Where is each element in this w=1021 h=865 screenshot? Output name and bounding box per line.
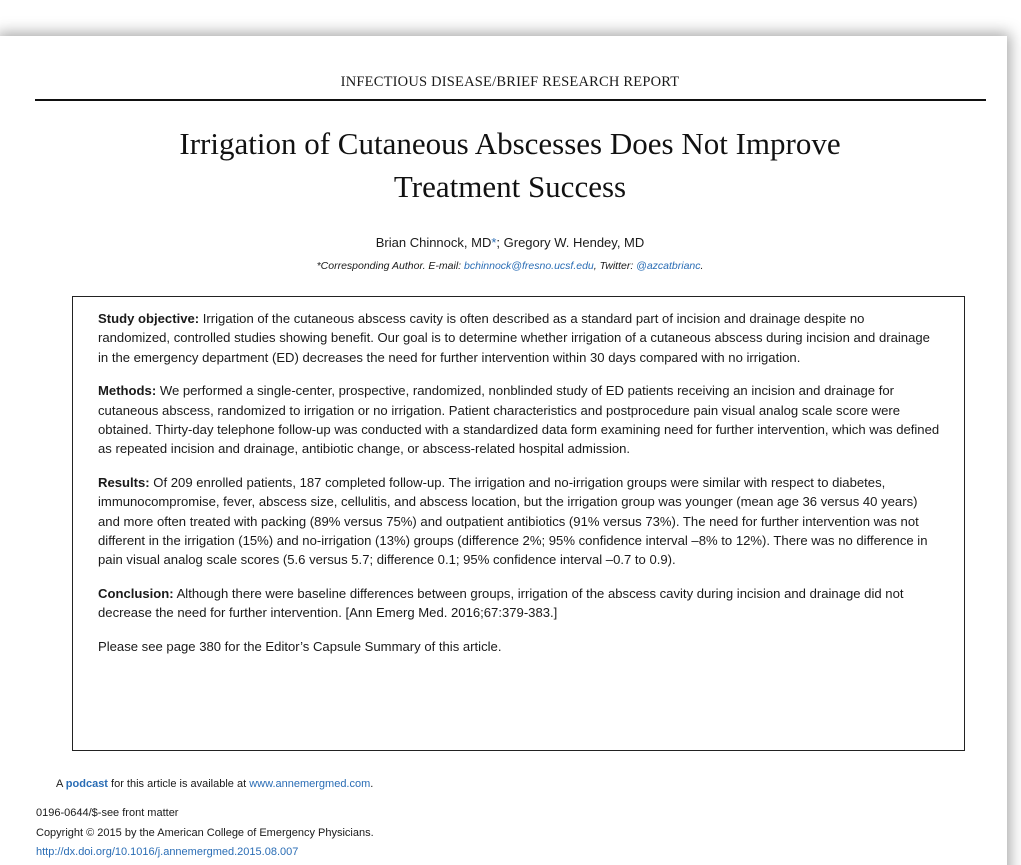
- section-text: We performed a single-center, prospectiv…: [98, 383, 940, 457]
- section-label: Study objective:: [98, 311, 200, 326]
- abstract-box: Study objective: Irrigation of the cutan…: [72, 296, 965, 751]
- text: for this article is available at: [107, 778, 250, 790]
- text: , Twitter:: [593, 260, 637, 272]
- abstract-section: Conclusion: Although there were baseline…: [98, 584, 940, 623]
- section-label: Results:: [98, 474, 150, 490]
- front-matter: 0196-0644/$-see front matter Copyright ©…: [36, 804, 374, 863]
- author: ; Gregory W. Hendey, MD: [496, 235, 645, 250]
- header-rule: [35, 99, 986, 101]
- section-text: Irrigation of the cutaneous abscess cavi…: [98, 311, 930, 365]
- text: .: [370, 778, 374, 790]
- author: Brian Chinnock, MD: [375, 235, 492, 250]
- section-label: Conclusion:: [98, 585, 174, 601]
- title-line: Treatment Success: [393, 169, 627, 204]
- author-marker: *: [491, 235, 497, 250]
- corresponding-author: *Corresponding Author. E-mail: bchinnock…: [60, 260, 960, 272]
- url-link[interactable]: www.annemergmed.com: [249, 778, 371, 790]
- front-matter-line: 0196-0644/$-see front matter: [36, 807, 179, 819]
- podcast-note: A podcast for this article is available …: [56, 778, 373, 790]
- text: .: [700, 260, 704, 272]
- abstract-note: Please see page 380 for the Editor’s Cap…: [98, 638, 502, 654]
- copyright: Copyright © 2015 by the American College…: [36, 826, 374, 839]
- text: *Corresponding Author. E-mail:: [316, 260, 465, 272]
- article-title: Irrigation of Cutaneous Abscesses Does N…: [60, 122, 960, 208]
- email-link[interactable]: bchinnock@fresno.ucsf.edu: [464, 260, 594, 272]
- section-text: Although there were baseline differences…: [98, 585, 904, 621]
- authors: Brian Chinnock, MD*; Gregory W. Hendey, …: [60, 235, 960, 250]
- section-header: INFECTIOUS DISEASE/BRIEF RESEARCH REPORT: [340, 74, 680, 90]
- doi-link[interactable]: http://dx.doi.org/10.1016/j.annemergmed.…: [36, 846, 299, 858]
- podcast-link[interactable]: podcast: [65, 778, 108, 790]
- abstract-section: Methods: We performed a single-center, p…: [98, 381, 940, 459]
- section-label: Methods:: [98, 383, 157, 399]
- section-text: Of 209 enrolled patients, 187 completed …: [98, 474, 928, 568]
- article-page: INFECTIOUS DISEASE/BRIEF RESEARCH REPORT…: [0, 36, 1007, 865]
- twitter-link[interactable]: @azcatbrianc: [636, 260, 701, 272]
- text: A: [56, 778, 66, 790]
- abstract-section: Study objective: Irrigation of the cutan…: [98, 309, 940, 367]
- title-line: Irrigation of Cutaneous Abscesses Does N…: [179, 126, 841, 161]
- abstract-section: Results: Of 209 enrolled patients, 187 c…: [98, 473, 940, 570]
